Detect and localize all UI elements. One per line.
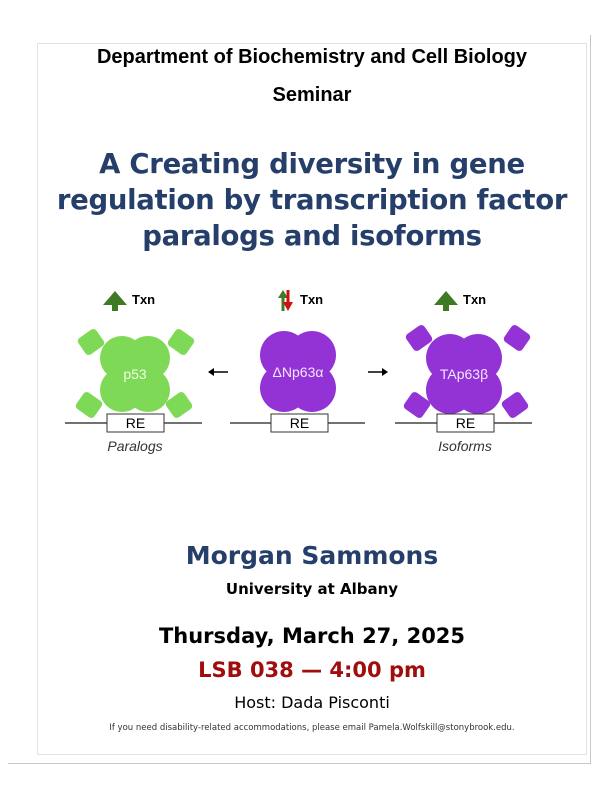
tap63b-protein: [403, 325, 531, 418]
up-arrow-icon: [434, 291, 458, 311]
right-arrow-icon: [368, 368, 388, 376]
dnp63a-protein: [260, 331, 336, 412]
speaker-name: Morgan Sammons: [185, 541, 439, 570]
event-host: Host: Dada Pisconti: [234, 693, 390, 712]
speaker-institution: University at Albany: [225, 580, 399, 598]
seminar-heading: Seminar: [272, 84, 352, 106]
accommodation-note: If you need disability-related accommoda…: [109, 723, 515, 733]
re-label-right: RE: [456, 415, 475, 431]
flyer-page: [37, 43, 587, 755]
event-date: Thursday, March 27, 2025: [158, 624, 466, 648]
txn-label-left: Txn: [132, 292, 155, 307]
page-border-right: [590, 35, 591, 764]
p53-protein: [75, 329, 195, 418]
re-label-left: RE: [126, 415, 145, 431]
txn-label-center: Txn: [300, 292, 323, 307]
department-heading: Department of Biochemistry and Cell Biol…: [96, 46, 528, 68]
left-arrow-icon: [208, 368, 228, 376]
isoforms-caption: Isoforms: [438, 438, 492, 454]
txn-label-right: Txn: [463, 292, 486, 307]
event-location-time: LSB 038 — 4:00 pm: [198, 658, 426, 682]
re-label-center: RE: [290, 415, 309, 431]
tap63b-label: TAp63β: [440, 366, 488, 382]
paralogs-caption: Paralogs: [107, 438, 162, 454]
p53-label: p53: [123, 366, 147, 382]
seminar-title: A Creating diversity in gene regulation …: [56, 148, 568, 252]
up-down-arrow-icon: [278, 290, 293, 311]
paralogs-isoforms-figure: Txn Txn Txn p53 RE Paralogs ΔNp63α RE: [65, 290, 532, 454]
up-arrow-icon: [103, 291, 127, 311]
dnp63a-label: ΔNp63α: [273, 364, 324, 380]
page-border-bottom: [8, 763, 591, 764]
